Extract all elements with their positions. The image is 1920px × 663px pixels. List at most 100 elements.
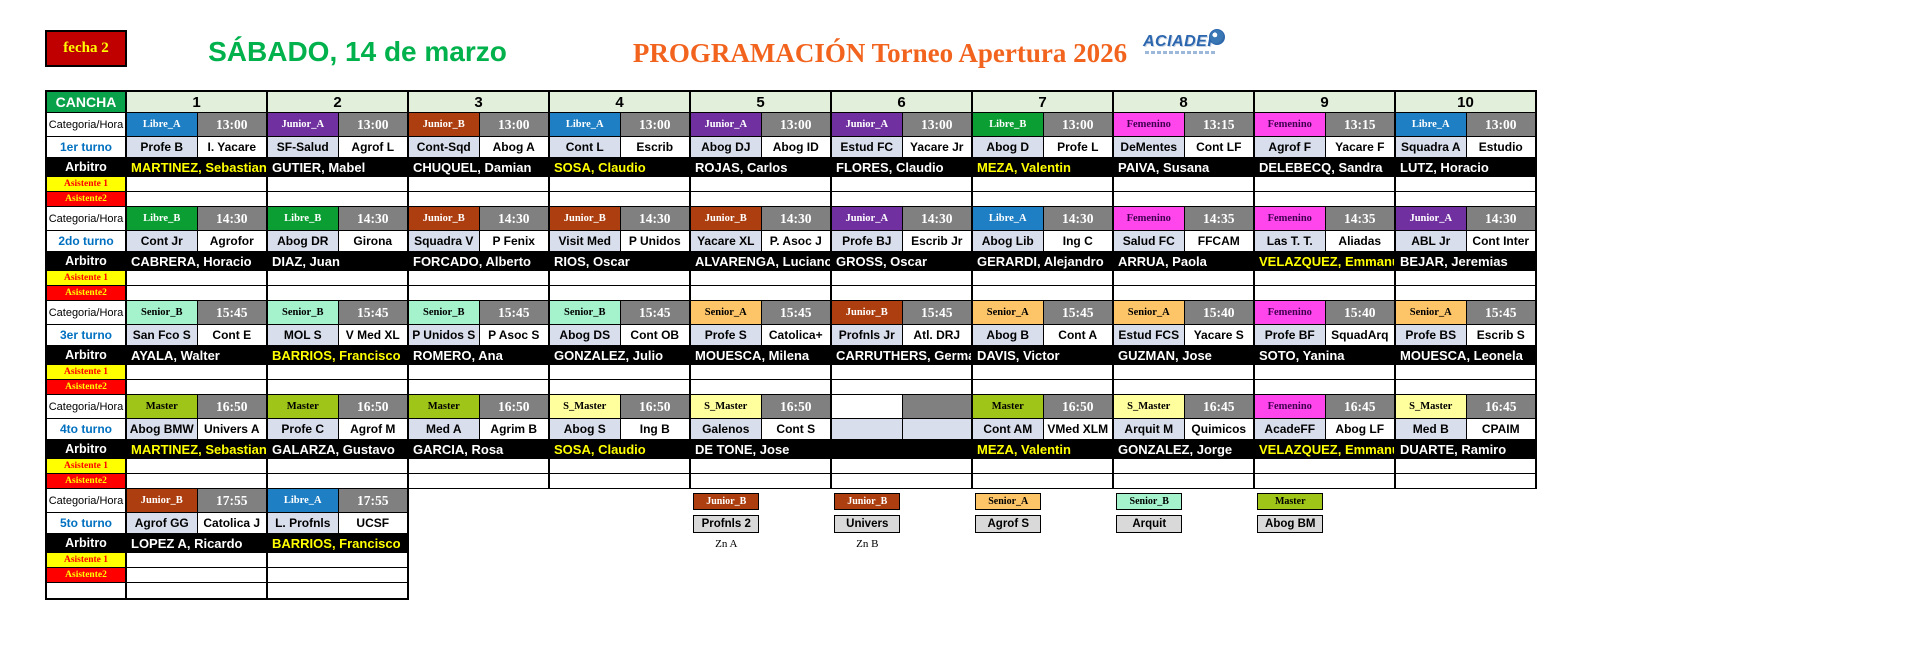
category-badge-wrap: Senior_A (973, 489, 1044, 513)
arbitro-cell: FLORES, Claudio (832, 158, 973, 177)
asistente1-label: Asistente 1 (45, 459, 127, 474)
assistant-cell (268, 459, 409, 474)
assistant-cell (268, 568, 409, 583)
team-cell: Abog B (973, 325, 1044, 346)
category-badge: Libre_A (550, 113, 621, 137)
assistant-cell (409, 380, 550, 395)
arbitro-cell: BARRIOS, Francisco (268, 346, 409, 365)
empty-area (1255, 553, 1396, 568)
assistant-cell (127, 286, 268, 301)
assistant-cell (691, 474, 832, 489)
assistant-cell (973, 192, 1114, 207)
assistant-cell (268, 380, 409, 395)
turno-label: 2do turno (45, 231, 127, 252)
fecha-badge: fecha 2 (45, 30, 127, 67)
arbitro-cell: FORCADO, Alberto (409, 252, 550, 271)
team-cell: Atl. DRJ (902, 325, 973, 346)
cancha-header-7: 7 (973, 90, 1114, 113)
team-cell: Escrib S (1466, 325, 1537, 346)
category-badge: Libre_B (973, 113, 1044, 137)
team-cell: Aliadas (1325, 231, 1396, 252)
category-badge: Femenino (1255, 301, 1326, 325)
arbitro-label: Arbitro (45, 534, 127, 553)
team-cell: L. Profnls (268, 513, 339, 534)
team-cell: Yacare Jr (902, 137, 973, 158)
category-badge: Libre_B (268, 207, 339, 231)
categoria-hora-label: Categoria/Hora (45, 301, 127, 325)
cancha-header-3: 3 (409, 90, 550, 113)
empty-area (903, 489, 974, 513)
empty-area (409, 568, 550, 583)
assistant-cell (691, 271, 832, 286)
time-cell: 15:45 (479, 301, 550, 325)
empty-area (1326, 513, 1397, 534)
assistant-cell (1114, 474, 1255, 489)
assistant-cell (832, 365, 973, 380)
empty-area (1255, 534, 1396, 553)
empty-area (1396, 583, 1537, 600)
time-cell: 13:00 (902, 113, 973, 137)
team-cell: P Asoc S (479, 325, 550, 346)
assistant-cell (973, 286, 1114, 301)
arbitro-cell: MEZA, Valentin (973, 440, 1114, 459)
team-cell: Agrof L (338, 137, 409, 158)
assistant-cell (832, 271, 973, 286)
asistente2-label: Asistente2 (45, 286, 127, 301)
empty-area (973, 583, 1114, 600)
team-cell: Galenos (691, 419, 762, 440)
arbitro-cell: GONZALEZ, Jorge (1114, 440, 1255, 459)
turno-label: 5to turno (45, 513, 127, 534)
time-cell: 14:30 (1466, 207, 1537, 231)
empty-area (973, 553, 1114, 568)
arbitro-cell: MARTINEZ, Sebastian (127, 158, 268, 177)
team-cell: Abog BMW (127, 419, 198, 440)
category-badge: Senior_B (550, 301, 621, 325)
empty-team-cell (902, 419, 973, 440)
empty-cell (45, 583, 127, 600)
team-cell: Cont-Sqd (409, 137, 480, 158)
empty-category-cell (832, 395, 903, 419)
arbitro-cell: RIOS, Oscar (550, 252, 691, 271)
time-cell: 14:30 (1043, 207, 1114, 231)
asistente1-label: Asistente 1 (45, 553, 127, 568)
time-cell: 15:45 (1466, 301, 1537, 325)
assistant-cell (1255, 365, 1396, 380)
arbitro-cell: DUARTE, Ramiro (1396, 440, 1537, 459)
time-cell: 15:40 (1184, 301, 1255, 325)
team-cell: I. Yacare (197, 137, 268, 158)
team-cell: San Fco S (127, 325, 198, 346)
empty-area (973, 534, 1114, 553)
categoria-hora-label: Categoria/Hora (45, 113, 127, 137)
category-badge: Libre_A (973, 207, 1044, 231)
assistant-cell (409, 474, 550, 489)
category-badge: Senior_B (1116, 492, 1183, 510)
category-badge: Junior_B (691, 207, 762, 231)
arbitro-label: Arbitro (45, 346, 127, 365)
empty-area (550, 513, 691, 534)
assistant-cell (832, 380, 973, 395)
assistant-cell (1255, 380, 1396, 395)
empty-area (1255, 568, 1396, 583)
category-badge: Senior_B (409, 301, 480, 325)
team-cell: Cont AM (973, 419, 1044, 440)
time-cell: 13:15 (1325, 113, 1396, 137)
turno-label: 3er turno (45, 325, 127, 346)
category-badge-wrap: Master (1255, 489, 1326, 513)
assistant-cell (1114, 380, 1255, 395)
category-badge: Master (268, 395, 339, 419)
assistant-cell (268, 177, 409, 192)
time-cell: 16:45 (1184, 395, 1255, 419)
team-cell: P Fenix (479, 231, 550, 252)
aciadep-logo: ACIADEP (1143, 29, 1233, 67)
category-badge: Senior_B (268, 301, 339, 325)
category-badge: Junior_B (127, 489, 198, 513)
assistant-cell (268, 286, 409, 301)
cancha-header-2: 2 (268, 90, 409, 113)
time-cell: 16:50 (1043, 395, 1114, 419)
assistant-cell (691, 365, 832, 380)
assistant-cell (832, 192, 973, 207)
empty-area (550, 489, 691, 513)
arbitro-cell: SOSA, Claudio (550, 158, 691, 177)
empty-area (691, 553, 832, 568)
team-cell: Profe BJ (832, 231, 903, 252)
